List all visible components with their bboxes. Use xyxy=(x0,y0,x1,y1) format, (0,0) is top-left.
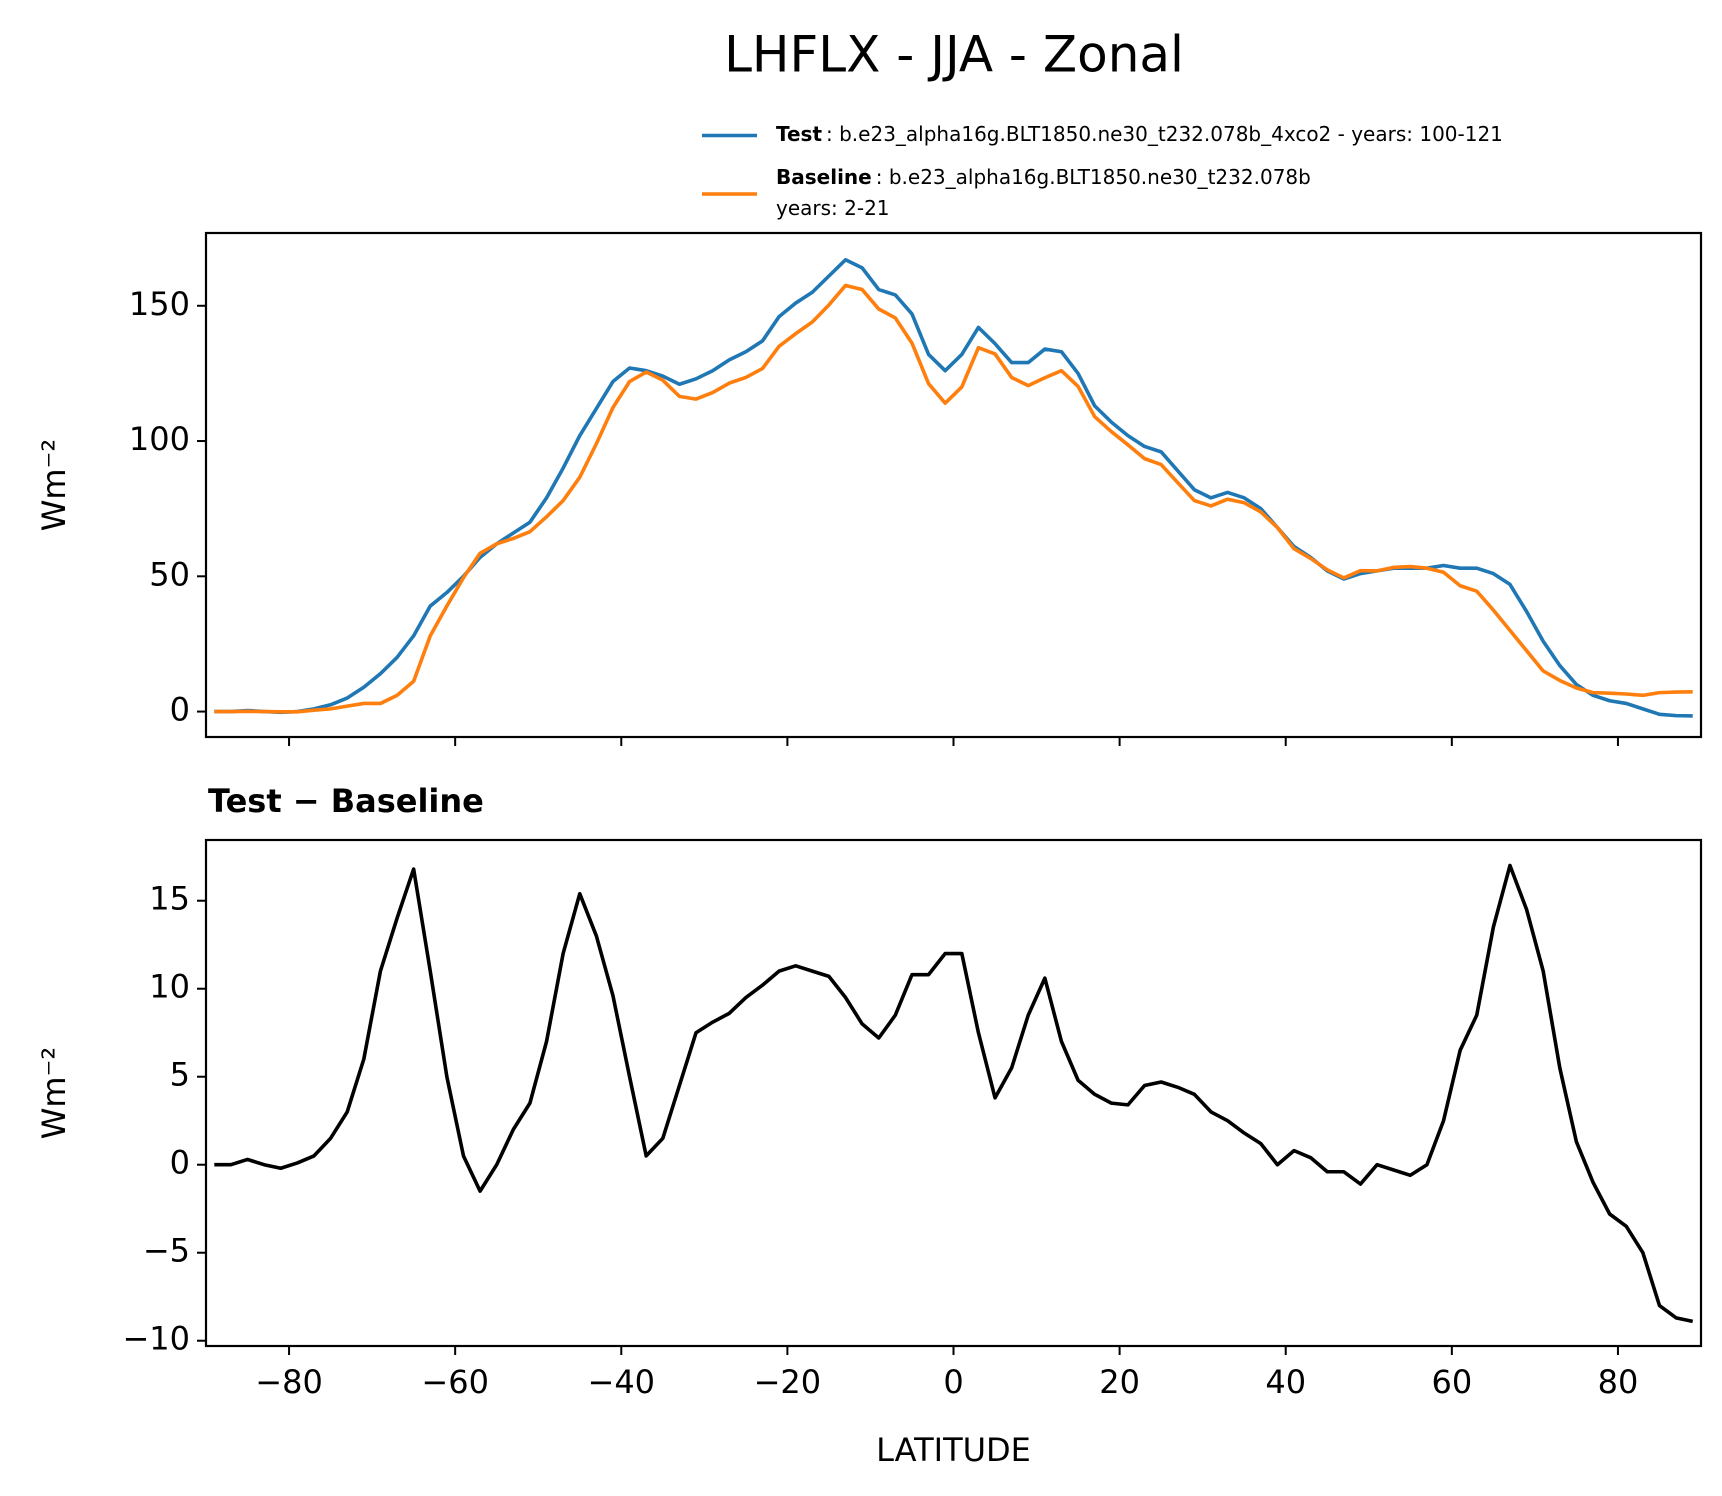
y-tick-label: 0 xyxy=(170,1144,190,1182)
x-tick-label: −80 xyxy=(255,1363,323,1401)
y-axis-label: Wm⁻² xyxy=(35,439,73,532)
y-tick-label: 5 xyxy=(170,1056,190,1094)
legend-label: Baseline xyxy=(776,165,872,189)
y-tick-label: 150 xyxy=(129,285,190,323)
y-tick-label: 100 xyxy=(129,420,190,458)
axes: −10 −5 0 5 10 15 −80 −60 −40 −20 0 20 40 60 80 Test − B… xyxy=(35,782,1703,1469)
x-tick-label: 60 xyxy=(1431,1363,1472,1401)
legend-description: : b.e23_alpha16g.BLT1850.ne30_t232.078b_… xyxy=(826,122,1503,146)
subplot-title: Test − Baseline xyxy=(208,782,484,820)
x-tick-label: 80 xyxy=(1598,1363,1639,1401)
y-tick-label: 50 xyxy=(149,555,190,593)
legend-description: years: 2-21 xyxy=(776,196,890,220)
y-tick-label: 0 xyxy=(170,691,190,729)
x-axis-label: LATITUDE xyxy=(876,1431,1031,1469)
y-tick-label: 10 xyxy=(149,968,190,1006)
series-line xyxy=(214,863,1694,1324)
x-tick-label: 0 xyxy=(943,1363,963,1401)
y-tick-label: 15 xyxy=(149,880,190,918)
series-line xyxy=(214,283,1693,714)
axes: 0 50 100 150 Wm⁻² xyxy=(35,231,1703,746)
x-tick-label: 20 xyxy=(1099,1363,1140,1401)
x-tick-label: −40 xyxy=(588,1363,656,1401)
legend-label: Test xyxy=(776,122,822,146)
y-tick-label: −10 xyxy=(122,1320,190,1358)
y-axis-label: Wm⁻² xyxy=(35,1047,73,1140)
axes-frame xyxy=(204,838,1703,1348)
y-tick-label: −5 xyxy=(143,1232,190,1270)
figure-title: LHFLX - JJA - Zonal xyxy=(724,26,1184,84)
axes-frame xyxy=(204,231,1703,739)
x-tick-label: −60 xyxy=(421,1363,489,1401)
x-tick-label: 40 xyxy=(1265,1363,1306,1401)
legend: Test: b.e23_alpha16g.BLT1850.ne30_t232.0… xyxy=(702,122,1503,220)
x-tick-label: −20 xyxy=(754,1363,822,1401)
legend-description: : b.e23_alpha16g.BLT1850.ne30_t232.078b xyxy=(876,165,1311,189)
